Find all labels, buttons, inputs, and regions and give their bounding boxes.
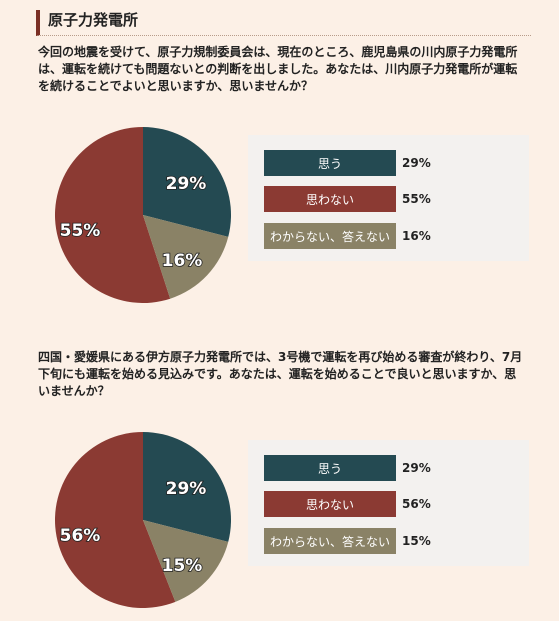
legend-row: わからない、答えない 16% [264, 223, 431, 249]
legend-chip-unsure: わからない、答えない [264, 528, 396, 554]
legend-row: 思う 29% [264, 150, 431, 176]
pie-label-not-think: 56% [60, 526, 101, 546]
legend-row: 思わない 56% [264, 491, 431, 517]
section-title: 原子力発電所 [48, 11, 139, 29]
legend-value-think: 29% [402, 156, 431, 170]
legend-chip-not-think: 思わない [264, 186, 396, 212]
question-2: 四国・愛媛県にある伊方原子力発電所では、3号機で運転を再び始める審査が終わり、7… [38, 350, 523, 398]
pie-label-think: 29% [166, 479, 207, 499]
pie-slice-not-think [54, 432, 176, 608]
legend-value-unsure: 16% [402, 229, 431, 243]
legend-value-think: 29% [402, 461, 431, 475]
pie-label-unsure: 16% [162, 251, 203, 271]
pie-slice-not-think [54, 127, 171, 303]
legend-chip-unsure: わからない、答えない [264, 223, 396, 249]
legend-chip-think: 思う [264, 150, 396, 176]
pie-label-think: 29% [166, 174, 207, 194]
pie-slice-unsure [143, 215, 229, 299]
legend-chip-not-think: 思わない [264, 491, 396, 517]
legend-value-not-think: 56% [402, 497, 431, 511]
pie-slice-think [143, 127, 232, 237]
section-header: 原子力発電所 [36, 10, 531, 36]
legend-1: 思う 29% 思わない 55% わからない、答えない 16% [248, 135, 529, 261]
legend-value-unsure: 15% [402, 534, 431, 548]
question-1: 今回の地震を受けて、原子力規制委員会は、現在のところ、鹿児島県の川内原子力発電所… [38, 45, 518, 93]
legend-2: 思う 29% 思わない 56% わからない、答えない 15% [248, 440, 529, 566]
pie-chart-1: 29% 55% 16% [54, 127, 232, 303]
pie-slice-think [143, 432, 232, 542]
pie-label-not-think: 55% [60, 221, 101, 241]
legend-row: わからない、答えない 15% [264, 528, 431, 554]
legend-row: 思わない 55% [264, 186, 431, 212]
legend-value-not-think: 55% [402, 192, 431, 206]
legend-chip-think: 思う [264, 455, 396, 481]
pie-slice-unsure [143, 520, 229, 602]
pie-chart-2: 29% 56% 15% [54, 432, 232, 608]
legend-row: 思う 29% [264, 455, 431, 481]
pie-label-unsure: 15% [162, 556, 203, 576]
